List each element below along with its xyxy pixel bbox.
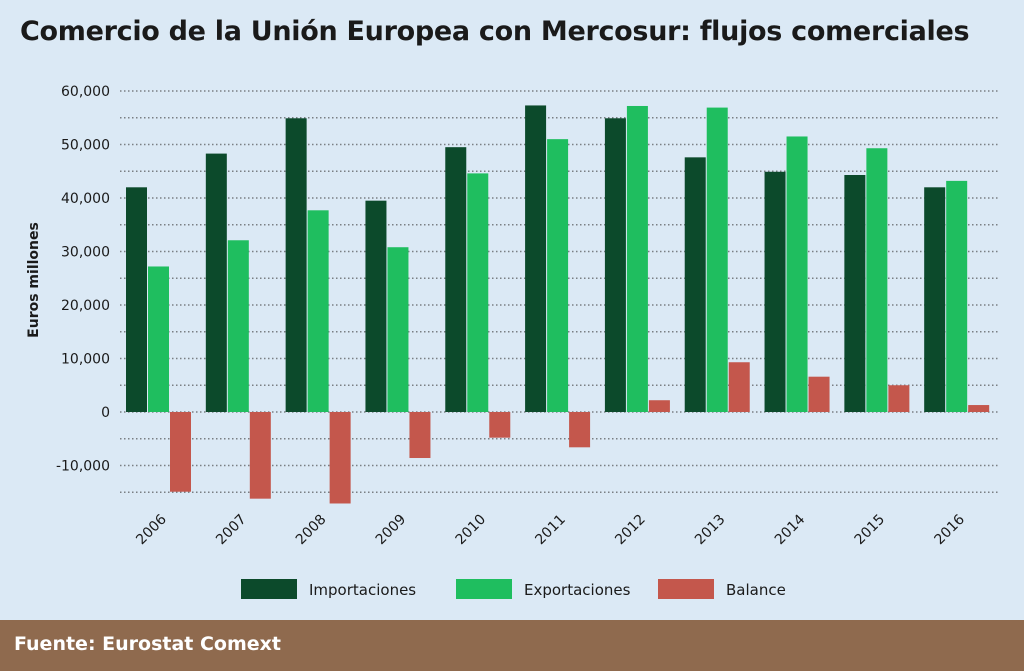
bar-importaciones-2006 bbox=[126, 187, 147, 412]
x-tick-label: 2016 bbox=[931, 511, 968, 548]
bar-exportaciones-2013 bbox=[706, 107, 728, 413]
bar-exportaciones-2014 bbox=[786, 136, 808, 412]
bar-importaciones-2011 bbox=[525, 105, 547, 412]
bar-importaciones-2012 bbox=[604, 118, 626, 412]
bar-balance-2009 bbox=[409, 412, 431, 459]
bar-exportaciones-2016 bbox=[946, 180, 968, 412]
bar-exportaciones-2010 bbox=[467, 173, 489, 412]
bar-balance-2015 bbox=[888, 385, 910, 412]
y-tick-label: 40,000 bbox=[61, 191, 110, 207]
y-tick-labels: 60,000 50,000 40,000 30,000 20,000 10,000 0 -10… bbox=[56, 84, 110, 475]
bar-importaciones-2013 bbox=[684, 157, 706, 412]
legend-swatch-importaciones bbox=[241, 579, 297, 599]
bar-exportaciones-2011 bbox=[547, 139, 569, 412]
x-tick-label: 2007 bbox=[213, 512, 250, 549]
bar-balance-2013 bbox=[728, 362, 750, 412]
y-tick-label: -10,000 bbox=[56, 459, 110, 475]
source-footer: Fuente: Eurostat Comext bbox=[0, 620, 1024, 671]
bar-balance-2006 bbox=[170, 412, 191, 492]
legend-label-exportaciones: Exportaciones bbox=[524, 581, 631, 599]
bar-importaciones-2015 bbox=[844, 174, 866, 412]
bar-importaciones-2007 bbox=[205, 153, 227, 412]
bar-importaciones-2016 bbox=[924, 187, 946, 412]
x-tick-label: 2014 bbox=[772, 511, 809, 548]
x-tick-label: 2011 bbox=[532, 512, 569, 549]
y-tick-label: 20,000 bbox=[61, 298, 110, 314]
bar-exportaciones-2012 bbox=[626, 105, 648, 412]
bar-exportaciones-2008 bbox=[307, 210, 329, 412]
bar-balance-2012 bbox=[648, 400, 670, 412]
y-tick-label: 30,000 bbox=[61, 245, 110, 261]
bar-exportaciones-2007 bbox=[227, 240, 249, 412]
bar-balance-2011 bbox=[569, 412, 591, 448]
x-tick-label: 2010 bbox=[453, 512, 490, 549]
legend-swatch-balance bbox=[658, 579, 714, 599]
x-tick-label: 2015 bbox=[852, 512, 889, 549]
legend-label-importaciones: Importaciones bbox=[309, 581, 416, 599]
legend-swatch-exportaciones bbox=[456, 579, 512, 599]
bar-exportaciones-2009 bbox=[387, 247, 409, 412]
bar-exportaciones-2006 bbox=[148, 266, 169, 412]
bar-balance-2016 bbox=[968, 405, 990, 412]
bar-importaciones-2008 bbox=[285, 118, 307, 412]
y-tick-label: 60,000 bbox=[61, 84, 110, 100]
bar-importaciones-2010 bbox=[445, 147, 467, 413]
chart: 60,000 50,000 40,000 30,000 20,000 10,000 0 -10… bbox=[26, 84, 998, 599]
bar-balance-2010 bbox=[489, 412, 511, 438]
y-tick-label: 10,000 bbox=[61, 352, 110, 368]
bar-balance-2008 bbox=[329, 412, 351, 504]
legend: Importaciones Exportaciones Balance bbox=[241, 579, 786, 599]
x-tick-labels: 2006 2007 2008 2009 2010 2011 2012 2013 2014 2015… bbox=[133, 511, 968, 548]
legend-label-balance: Balance bbox=[726, 581, 786, 599]
bar-importaciones-2014 bbox=[764, 171, 786, 412]
source-text: Fuente: Eurostat Comext bbox=[14, 633, 282, 655]
x-tick-label: 2013 bbox=[692, 512, 729, 549]
y-axis-label: Euros millones bbox=[26, 222, 42, 338]
bar-balance-2007 bbox=[249, 412, 271, 499]
y-tick-label: 0 bbox=[101, 405, 110, 421]
bar-importaciones-2009 bbox=[365, 200, 387, 412]
y-tick-label: 50,000 bbox=[61, 138, 110, 154]
x-tick-label: 2012 bbox=[612, 512, 649, 549]
x-tick-label: 2009 bbox=[373, 512, 410, 549]
bar-exportaciones-2015 bbox=[866, 148, 888, 412]
bars bbox=[126, 105, 990, 504]
chart-title: Comercio de la Unión Europea con Mercosu… bbox=[20, 16, 970, 47]
bar-balance-2014 bbox=[808, 376, 830, 412]
x-tick-label: 2006 bbox=[133, 511, 170, 548]
x-tick-label: 2008 bbox=[293, 512, 330, 549]
